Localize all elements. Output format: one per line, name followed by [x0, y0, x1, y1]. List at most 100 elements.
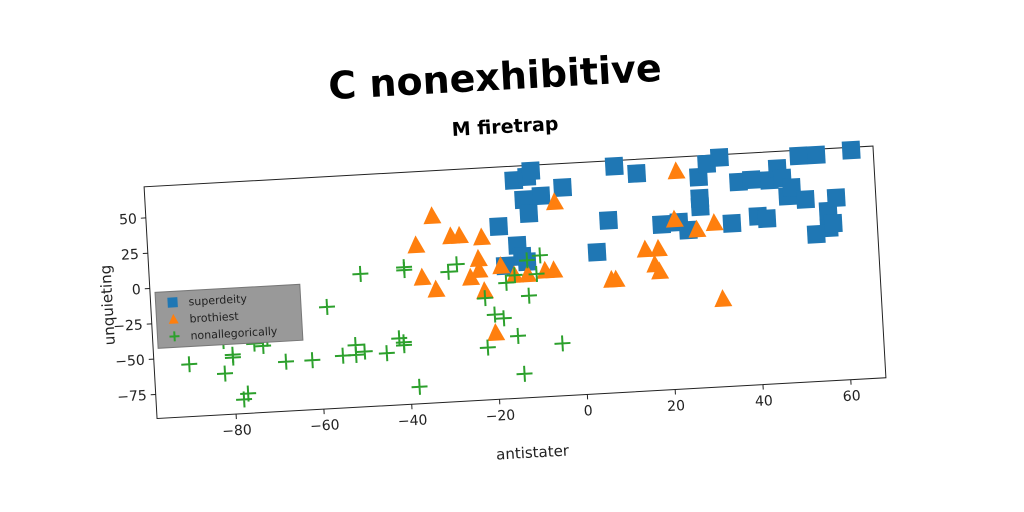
nonallegorically-point — [554, 335, 571, 352]
superdeity-point — [587, 242, 607, 262]
superdeity-point — [795, 189, 815, 209]
nonallegorically-point — [277, 353, 295, 370]
superdeity-point — [553, 178, 573, 198]
brothiest-point — [423, 206, 442, 225]
nonallegorically-point — [395, 337, 413, 354]
nonallegorically-point — [509, 327, 527, 344]
nonallegorically-point — [348, 346, 365, 363]
y-tick-label: −25 — [113, 317, 143, 335]
brothiest-point — [667, 161, 686, 180]
nonallegorically-point — [528, 265, 545, 283]
nonallegorically-point — [448, 256, 465, 273]
nonallegorically-point — [352, 265, 369, 282]
x-tick-label: −20 — [485, 407, 515, 425]
brothiest-point — [427, 279, 446, 298]
superdeity-point — [806, 145, 826, 165]
nonallegorically-point — [181, 356, 198, 373]
superdeity-point — [806, 224, 826, 244]
x-tick-label: −40 — [397, 412, 427, 430]
brothiest-point — [469, 248, 488, 267]
superdeity-point — [521, 161, 541, 181]
x-tick-label: 60 — [842, 388, 861, 405]
x-tick-label: 40 — [755, 393, 774, 410]
y-tick-label: −50 — [115, 353, 145, 371]
superdeity-point — [519, 204, 539, 223]
nonallegorically-point — [378, 345, 395, 362]
x-axis-label: antistater — [496, 441, 571, 463]
superdeity-point — [722, 213, 742, 233]
brothiest-point — [651, 261, 670, 280]
nonallegorically-point — [356, 343, 373, 360]
nonallegorically-point — [304, 352, 321, 369]
nonallegorically-point — [531, 247, 548, 264]
brothiest-point — [519, 264, 538, 283]
superdeity-point — [826, 188, 846, 208]
superdeity-point — [531, 186, 551, 206]
y-tick-label: 0 — [132, 282, 142, 298]
plot-area: −75 −50 −25 0 25 50 −80 −60 −40 −20 0 20 40 60 antis… — [96, 140, 887, 464]
superdeity-point — [514, 190, 534, 210]
nonallegorically-point — [216, 365, 234, 382]
superdeity-point — [604, 156, 624, 176]
nonallegorically-point — [396, 262, 413, 279]
brothiest-point — [470, 260, 489, 279]
chart-suptitle: C nonexhibitive — [327, 46, 663, 109]
legend-label: nonallegorically — [190, 325, 278, 343]
y-tick-label: 25 — [121, 247, 140, 264]
brothiest-point — [487, 323, 506, 342]
superdeity-point — [757, 209, 777, 229]
brothiest-point — [636, 239, 655, 258]
y-tick-label: −75 — [117, 388, 147, 406]
superdeity-point — [823, 213, 843, 233]
nonallegorically-point — [518, 252, 536, 269]
brothiest-point — [473, 227, 492, 246]
superdeity-legend-marker — [167, 297, 178, 308]
nonallegorically-point — [318, 298, 336, 316]
brothiest-point — [462, 267, 481, 286]
superdeity-point — [789, 146, 809, 166]
brothiest-point — [607, 269, 626, 288]
y-axis: −75 −50 −25 0 25 50 — [113, 211, 156, 406]
brothiest-point — [705, 213, 724, 232]
superdeity-point — [709, 148, 729, 167]
brothiest-point — [714, 289, 733, 308]
x-tick-label: −60 — [310, 417, 340, 435]
nonallegorically-point — [486, 306, 503, 323]
brothiest-point — [546, 192, 564, 211]
scatter-points — [181, 140, 861, 408]
superdeity-point — [627, 163, 647, 183]
superdeity-point — [652, 215, 672, 234]
legend-label: brothiest — [189, 310, 239, 326]
brothiest-point — [492, 256, 511, 275]
superdeity-point — [742, 170, 762, 190]
brothiest-point — [450, 225, 469, 244]
nonallegorically-point — [477, 290, 494, 307]
y-tick-label: 50 — [119, 211, 138, 228]
superdeity-point — [841, 140, 861, 160]
x-tick-label: −80 — [222, 422, 252, 440]
nonallegorically-point — [411, 378, 428, 395]
nonallegorically-point — [498, 274, 515, 291]
brothiest-point — [665, 209, 684, 228]
nonallegorically-point — [479, 339, 496, 356]
x-axis: −80 −60 −40 −20 0 20 40 60 — [222, 379, 861, 440]
chart-title: M firetrap — [451, 113, 559, 141]
brothiest-point — [649, 238, 668, 257]
nonallegorically-point — [516, 365, 533, 382]
brothiest-point — [545, 260, 564, 279]
x-tick-label: 0 — [583, 403, 593, 419]
nonallegorically-point — [520, 287, 538, 304]
brothiest-point — [688, 219, 707, 238]
legend-label: superdeity — [188, 292, 248, 308]
superdeity-point — [598, 210, 618, 230]
nonallegorically-point — [495, 310, 512, 327]
nonallegorically-point — [506, 267, 523, 284]
x-tick-label: 20 — [667, 398, 686, 415]
legend-box — [154, 283, 304, 349]
nonallegorically-legend-marker — [169, 331, 180, 342]
nonallegorically-point — [224, 349, 241, 366]
brothiest-point — [407, 235, 426, 254]
brothiest-point — [413, 267, 432, 286]
nonallegorically-point — [240, 385, 257, 402]
